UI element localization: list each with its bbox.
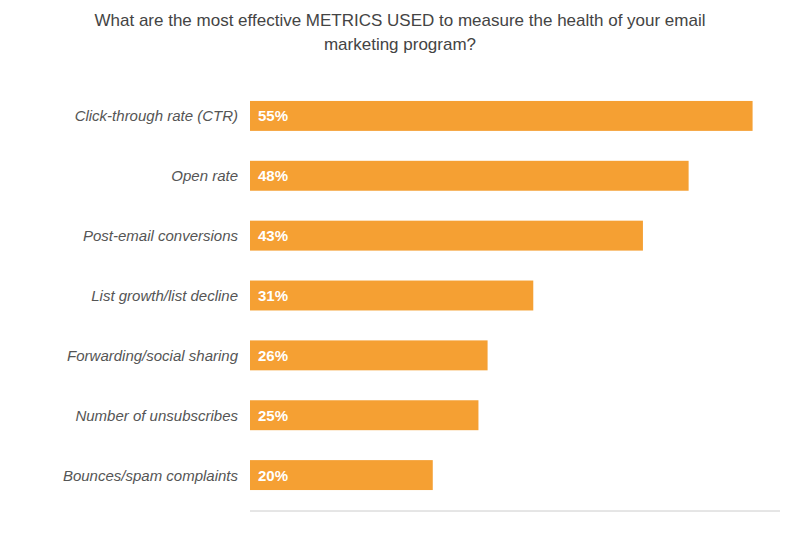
data-labels: 20% 25% 26% 31% 43% 48% 55%	[258, 107, 288, 483]
data-label: 31%	[258, 287, 288, 304]
y-tick-label: Forwarding/social sharing	[67, 347, 239, 364]
y-tick-label: Number of unsubscribes	[75, 407, 238, 424]
bars	[250, 101, 753, 490]
bar	[250, 281, 533, 311]
chart-container: What are the most effective METRICS USED…	[0, 0, 800, 535]
data-label: 48%	[258, 167, 288, 184]
data-label: 26%	[258, 347, 288, 364]
bar	[250, 221, 643, 251]
title: What are the most effective METRICS USED…	[95, 11, 706, 54]
chart: What are the most effective METRICS USED…	[0, 0, 800, 535]
data-label: 20%	[258, 467, 288, 484]
y-tick-label: Open rate	[171, 167, 238, 184]
bar	[250, 400, 478, 430]
y-tick-labels: Bounces/spam complaints Number of unsubsc…	[63, 107, 239, 483]
y-tick-label: List growth/list decline	[91, 287, 238, 304]
bar	[250, 161, 689, 191]
bar	[250, 101, 753, 131]
y-tick-label: Bounces/spam complaints	[63, 467, 239, 484]
data-label: 43%	[258, 227, 288, 244]
bar	[250, 340, 488, 370]
bar	[250, 460, 433, 490]
data-label: 25%	[258, 407, 288, 424]
y-tick-label: Post-email conversions	[83, 227, 239, 244]
y-tick-label: Click-through rate (CTR)	[75, 107, 238, 124]
data-label: 55%	[258, 107, 288, 124]
x-axis-line	[250, 511, 780, 512]
